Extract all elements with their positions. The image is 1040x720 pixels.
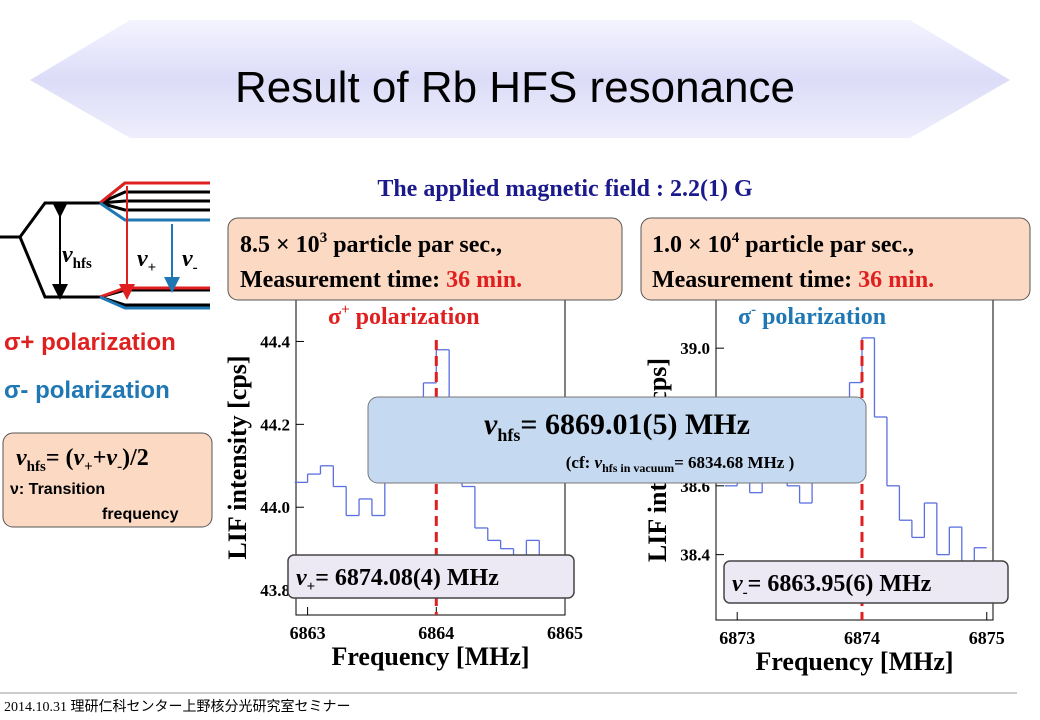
annotation-part: polarization xyxy=(756,304,886,330)
fit-part: v xyxy=(296,565,307,591)
annotation-part: polarization xyxy=(350,304,480,330)
fit-part: = 6863.95(6) MHz xyxy=(748,571,932,597)
title: Result of Rb HFS resonance xyxy=(235,63,795,112)
formula-box xyxy=(2,432,213,528)
fit-box xyxy=(723,560,1009,604)
annotation-part: - xyxy=(751,302,756,318)
footer: 2014.10.31 理研仁科センター上野核分光研究室セミナー xyxy=(4,698,351,715)
fit-part: = 6874.08(4) MHz xyxy=(315,565,499,591)
title-banner xyxy=(30,20,1010,138)
y-axis-title: LIF intensity [cps] xyxy=(223,355,252,559)
x-tick-label: 6863 xyxy=(290,623,326,643)
x-tick-label: 6875 xyxy=(969,628,1005,648)
result-box: vhfs= 6869.01(5) MHz (cf: vhfs in vacuum… xyxy=(367,396,867,484)
svg-text:Measurement time: 36 min.: Measurement time: 36 min. xyxy=(240,267,522,293)
y-tick-label: 39.0 xyxy=(680,339,710,358)
fit-part: - xyxy=(743,585,748,601)
y-tick-label: 43.8 xyxy=(260,581,290,600)
x-tick-label: 6864 xyxy=(418,623,454,643)
y-tick-label: 38.4 xyxy=(680,546,710,565)
fit-label: v+= 6874.08(4) MHz xyxy=(296,565,499,595)
legend-sigma-plus: σ+ polarization xyxy=(4,329,176,356)
formula: vhfs= (v++v-)/2 xyxy=(16,445,149,475)
x-axis-title: Frequency [MHz] xyxy=(331,642,529,671)
x-tick-label: 6874 xyxy=(844,628,880,648)
svg-text:(cf: vhfs in vacuum= 6834.68: (cf: vhfs in vacuum= 6834.68 MHz ) xyxy=(566,453,795,475)
annotation-part: σ xyxy=(738,304,751,330)
annotation: σ- polarization xyxy=(738,302,886,330)
diagram-label: v- xyxy=(182,246,198,276)
annotation: σ+ polarization xyxy=(328,302,480,330)
y-tick-label: 44.4 xyxy=(260,332,290,351)
fit-part: + xyxy=(307,579,316,595)
formula-note: frequency xyxy=(102,506,179,523)
diagram-label: v+ xyxy=(137,246,156,276)
x-axis-title: Frequency [MHz] xyxy=(755,647,953,676)
annotation-part: σ xyxy=(328,304,341,330)
legend-sigma-minus: σ- polarization xyxy=(4,377,170,404)
x-tick-label: 6865 xyxy=(547,623,583,643)
annotation-part: + xyxy=(341,302,350,318)
fit-part: v xyxy=(732,571,743,597)
svg-text:vhfs= 6869.01(5) MHz: vhfs= 6869.01(5) MHz xyxy=(484,408,750,445)
fit-label: v-= 6863.95(6) MHz xyxy=(732,571,932,601)
fit-box xyxy=(287,554,575,599)
formula-note: ν: Transition xyxy=(10,481,105,498)
x-tick-label: 6873 xyxy=(719,628,755,648)
svg-text:8.5 × 103 particle par sec.,: 8.5 × 103 particle par sec., xyxy=(240,230,502,258)
y-tick-label: 44.2 xyxy=(260,415,290,434)
field-note: The applied magnetic field : 2.2(1) G xyxy=(377,176,753,202)
rate-box: 8.5 × 103 particle par sec., Measurement… xyxy=(227,217,623,301)
diagram-label: vhfs xyxy=(62,242,92,272)
y-tick-label: 44.0 xyxy=(260,498,290,517)
rate-box: 1.0 × 104 particle par sec., Measurement… xyxy=(640,217,1031,301)
svg-text:1.0 × 104 particle par sec.,: 1.0 × 104 particle par sec., xyxy=(652,230,914,258)
level-diagram xyxy=(0,181,210,310)
svg-text:Measurement time: 36 min.: Measurement time: 36 min. xyxy=(652,267,934,293)
